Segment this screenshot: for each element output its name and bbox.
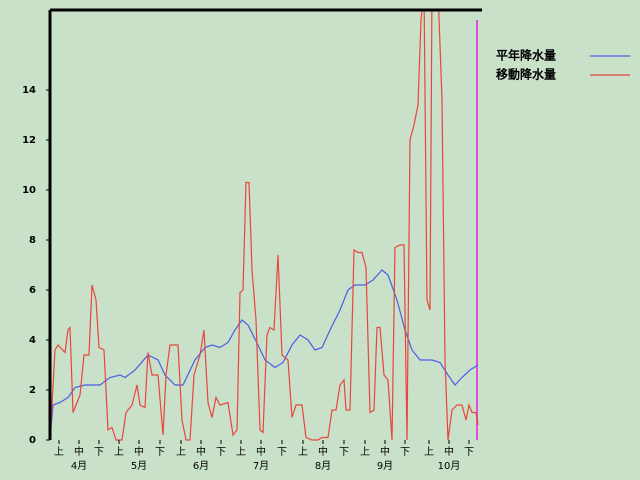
legend-label: 平年降水量: [496, 48, 556, 63]
x-tick-label: 下: [339, 447, 349, 458]
series-line: [50, 10, 479, 441]
x-tick-label: 中: [318, 445, 328, 458]
legend: 平年降水量 移動降水量: [496, 48, 630, 82]
x-tick-label: 下: [216, 447, 226, 458]
x-tick-label: 上: [54, 446, 64, 458]
x-tick-label: 中: [74, 445, 84, 458]
y-tick-label: 6: [29, 285, 36, 296]
x-tick-label: 下: [400, 447, 410, 458]
month-label: 5月: [131, 460, 147, 472]
x-tick-label: 中: [444, 445, 454, 458]
x-tick-label: 中: [380, 445, 390, 458]
plot-area: [50, 10, 479, 441]
month-label: 9月: [377, 460, 393, 472]
x-tick-label: 上: [236, 446, 246, 458]
y-tick-label: 2: [29, 385, 36, 396]
month-label: 7月: [253, 460, 269, 472]
x-tick-label: 上: [360, 446, 370, 458]
x-tick-label: 上: [298, 446, 308, 458]
y-tick-label: 12: [22, 135, 36, 146]
y-tick-label: 14: [22, 85, 36, 96]
y-tick-label: 4: [29, 335, 36, 346]
x-tick-label: 下: [94, 447, 104, 458]
x-tick-label: 上: [424, 446, 434, 458]
x-tick-label: 上: [176, 446, 186, 458]
month-label: 10月: [438, 460, 461, 472]
x-tick-label: 下: [464, 447, 474, 458]
legend-label: 移動降水量: [496, 67, 556, 82]
month-label: 8月: [315, 460, 331, 472]
y-tick-label: 8: [29, 235, 36, 246]
y-tick-label: 10: [22, 185, 36, 196]
x-tick-label: 中: [134, 445, 144, 458]
x-tick-label: 下: [155, 447, 165, 458]
month-label: 6月: [193, 460, 209, 472]
x-tick-label: 上: [114, 446, 124, 458]
y-tick-label: 0: [29, 435, 36, 446]
x-tick-label: 中: [256, 445, 266, 458]
x-tick-label: 中: [196, 445, 206, 458]
month-label: 4月: [71, 460, 87, 472]
x-tick-label: 下: [277, 447, 287, 458]
